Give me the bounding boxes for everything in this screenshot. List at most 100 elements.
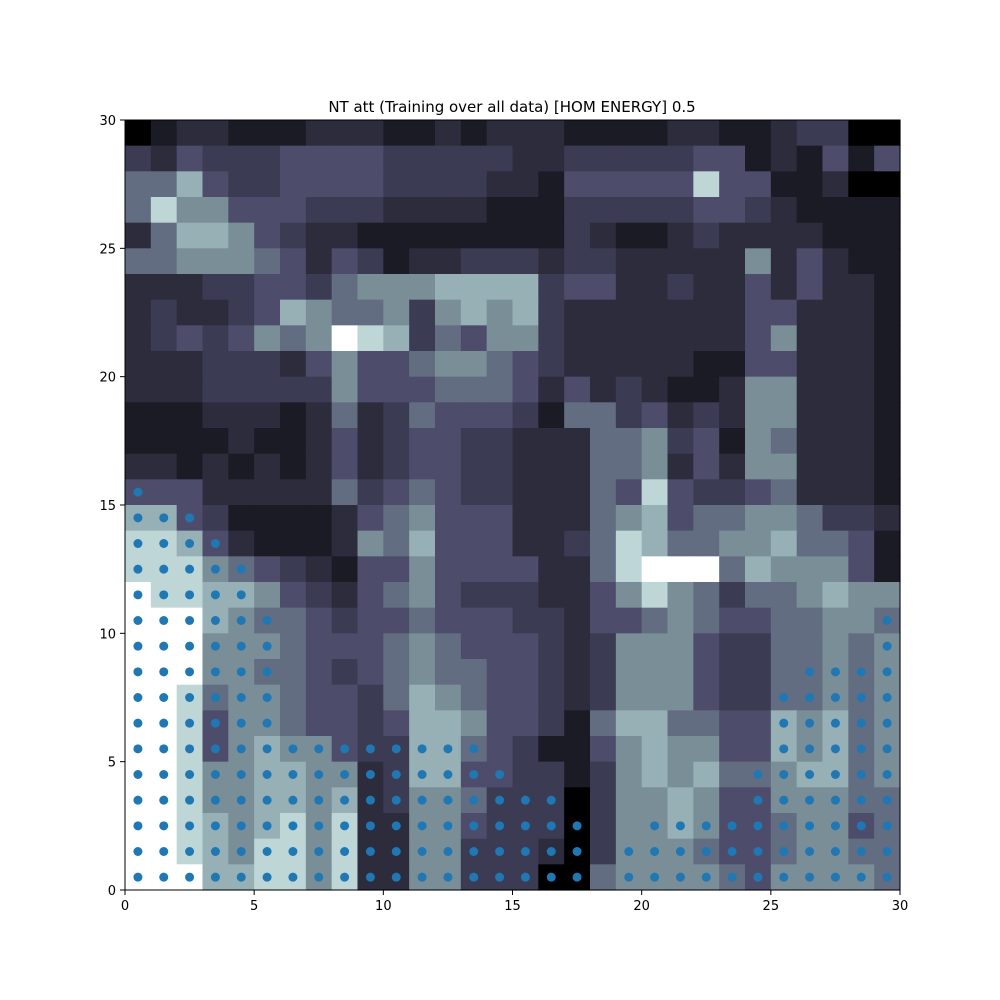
heatmap-cell: [745, 428, 772, 455]
heatmap-cell: [770, 325, 798, 352]
scatter-point: [236, 616, 246, 625]
heatmap-cell: [305, 145, 333, 172]
heatmap-cell: [719, 530, 746, 557]
heatmap-cell: [228, 171, 255, 198]
heatmap-cell: [202, 171, 229, 198]
heatmap-cell: [564, 402, 591, 429]
heatmap-cell: [590, 351, 617, 378]
heatmap-cell: [357, 402, 384, 429]
scatter-point: [779, 744, 789, 754]
scatter-point: [133, 590, 143, 600]
heatmap-cell: [538, 248, 565, 275]
heatmap-cell: [357, 299, 384, 326]
heatmap-cell: [176, 325, 204, 352]
heatmap-cell: [745, 120, 772, 147]
heatmap-cell: [176, 299, 204, 326]
heatmap-cell: [202, 299, 229, 326]
heatmap-cell: [460, 351, 488, 378]
heatmap-cell: [615, 299, 643, 326]
scatter-point: [133, 564, 143, 574]
scatter-point: [210, 847, 220, 856]
scatter-point: [210, 795, 220, 805]
heatmap-cell: [848, 582, 875, 609]
heatmap-cell: [874, 299, 901, 326]
heatmap-cell: [202, 479, 229, 506]
heatmap-cell: [796, 402, 824, 429]
heatmap-cell: [460, 274, 488, 301]
heatmap-cell: [822, 402, 849, 429]
heatmap-cell: [409, 710, 436, 737]
heatmap-cell: [874, 530, 901, 557]
scatter-point: [469, 847, 479, 856]
heatmap-cell: [538, 299, 565, 326]
heatmap-cell: [770, 402, 798, 429]
heatmap-cell: [590, 376, 617, 403]
heatmap-cell: [538, 736, 565, 763]
heatmap-cell: [719, 171, 746, 198]
heatmap-cell: [796, 197, 824, 224]
heatmap-cell: [460, 325, 488, 352]
heatmap-cells: [125, 120, 901, 891]
heatmap-cell: [719, 145, 746, 172]
heatmap-cell: [693, 710, 720, 737]
heatmap-cell: [667, 274, 694, 301]
scatter-point: [210, 564, 220, 574]
heatmap-cell: [615, 351, 643, 378]
scatter-point: [159, 616, 169, 625]
scatter-point: [365, 795, 375, 805]
heatmap-cell: [512, 402, 539, 429]
heatmap-cell: [770, 145, 798, 172]
heatmap-cell: [305, 582, 333, 609]
heatmap-cell: [615, 813, 643, 840]
heatmap-cell: [486, 479, 514, 506]
scatter-point: [210, 693, 220, 702]
heatmap-cell: [331, 659, 359, 686]
scatter-point: [727, 821, 737, 831]
heatmap-cell: [796, 428, 824, 455]
heatmap-cell: [848, 197, 875, 224]
scatter-point: [779, 693, 789, 702]
heatmap-cell: [460, 479, 488, 506]
heatmap-cell: [590, 299, 617, 326]
heatmap-cell: [331, 351, 359, 378]
scatter-point: [495, 770, 505, 779]
heatmap-cell: [745, 556, 772, 583]
heatmap-cell: [280, 556, 307, 583]
heatmap-cell: [460, 453, 488, 480]
heatmap-cell: [770, 659, 798, 686]
heatmap-cell: [590, 505, 617, 532]
heatmap-cell: [409, 145, 436, 172]
heatmap-cell: [564, 505, 591, 532]
x-axis: 0 5 10 15 20 25 30: [121, 890, 908, 914]
heatmap-cell: [409, 684, 436, 711]
heatmap-cell: [590, 402, 617, 429]
heatmap-cell: [460, 556, 488, 583]
heatmap-cell: [615, 684, 643, 711]
heatmap-cell: [357, 222, 384, 249]
heatmap-cell: [564, 659, 591, 686]
x-tick-label: 30: [892, 899, 909, 914]
heatmap-cell: [615, 197, 643, 224]
heatmap-cell: [280, 607, 307, 634]
heatmap-cell: [719, 787, 746, 814]
heatmap-cell: [357, 145, 384, 172]
scatter-point: [572, 872, 582, 882]
heatmap-cell: [435, 351, 462, 378]
scatter-point: [210, 667, 220, 677]
scatter-point: [236, 821, 246, 831]
heatmap-cell: [590, 761, 617, 788]
heatmap-cell: [435, 197, 462, 224]
scatter-point: [882, 770, 892, 779]
heatmap-cell: [745, 248, 772, 275]
scatter-point: [365, 847, 375, 856]
heatmap-cell: [719, 197, 746, 224]
heatmap-cell: [796, 505, 824, 532]
heatmap-cell: [228, 222, 255, 249]
heatmap-cell: [254, 171, 281, 198]
heatmap-cell: [641, 145, 669, 172]
heatmap-cell: [280, 684, 307, 711]
heatmap-cell: [564, 684, 591, 711]
heatmap-cell: [796, 607, 824, 634]
heatmap-cell: [615, 376, 643, 403]
scatter-point: [236, 641, 246, 651]
